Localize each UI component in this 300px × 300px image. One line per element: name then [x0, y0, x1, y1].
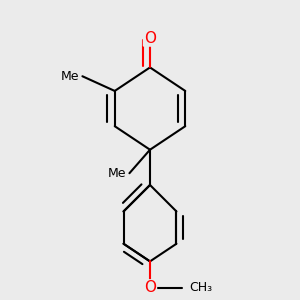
- Text: Me: Me: [108, 167, 127, 180]
- Text: O: O: [144, 31, 156, 46]
- Text: CH₃: CH₃: [190, 281, 213, 294]
- Text: O: O: [144, 280, 156, 295]
- Text: Me: Me: [61, 70, 80, 83]
